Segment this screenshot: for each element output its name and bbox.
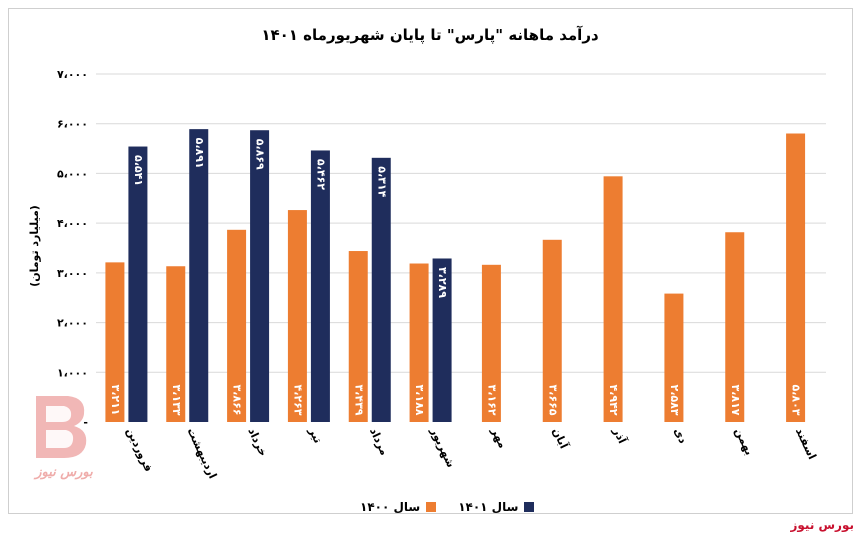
data-label-1400: ۳،۱۸۸	[413, 384, 426, 415]
data-label-1400: ۳،۱۳۳	[170, 384, 183, 415]
legend-label-1401: سال ۱۴۰۱	[458, 500, 519, 514]
legend-swatch-1401	[524, 502, 535, 512]
data-label-1400: ۴،۹۴۲	[607, 384, 620, 415]
x-tick-label: فروردین	[124, 426, 156, 474]
x-tick-label: دی	[671, 426, 690, 446]
data-label-1400: ۳،۲۱۱	[109, 384, 122, 415]
data-label-1400: ۲،۵۸۳	[668, 384, 681, 415]
data-label-1401: ۵،۸۶۹	[254, 139, 267, 170]
x-tick-label: تیر	[306, 425, 325, 445]
bar-1400	[105, 262, 125, 422]
bar-1400	[227, 229, 247, 422]
y-tick-label: ۵،۰۰۰	[57, 167, 88, 180]
brand-label: بورس نیوز	[790, 518, 854, 532]
grid	[96, 73, 826, 373]
bar-1400	[542, 239, 562, 422]
data-label-1401: ۵،۴۶۲	[314, 159, 327, 190]
legend-label-1400: سال ۱۴۰۰	[360, 500, 421, 514]
x-tick-label: آبان	[550, 425, 572, 451]
y-tick-label: ۳،۰۰۰	[57, 267, 88, 280]
bar-1401	[371, 157, 391, 422]
bars	[105, 129, 806, 422]
data-label-1400: ۵،۸۰۳	[790, 384, 803, 415]
x-tick-label: شهریور	[427, 425, 457, 470]
bourse-news-logo-icon: بورس نیوز	[33, 396, 93, 480]
x-tick-label: اردیبهشت	[185, 426, 220, 481]
data-label-1400: ۴،۲۶۳	[291, 384, 304, 415]
x-tick-label: خرداد	[245, 426, 269, 459]
data-labels: ۳،۲۱۱ ۵،۵۴۱ ۳،۱۳۳ ۵،۸۹۱ ۳،۸۶۶ ۵،۸۶۹ ۴،۲۶۳ ۵،۴۶۲…	[109, 138, 803, 416]
data-label-1401: ۵،۵۴۱	[132, 155, 145, 186]
data-label-1400: ۳،۴۳۹	[352, 384, 365, 415]
x-tick-label: مهر	[488, 425, 509, 450]
bar-1401	[310, 150, 330, 422]
y-axis-label: (میلیارد تومان)	[28, 205, 41, 287]
bar-1400	[481, 264, 501, 422]
bar-1400	[603, 176, 623, 422]
x-tick-label: اسفند	[793, 426, 819, 462]
bar-1400	[348, 251, 368, 422]
x-axis-ticks: فروردین اردیبهشت خرداد تیر مرداد شهریور مهر آبا…	[124, 424, 819, 480]
data-label-1401: ۵،۳۱۴	[375, 166, 388, 197]
x-tick-label: بهمن	[732, 426, 756, 457]
data-label-1400: ۳،۸۱۷	[729, 384, 742, 415]
legend-item-1401: سال ۱۴۰۱	[458, 500, 535, 514]
y-tick-label: ۲،۰۰۰	[57, 317, 88, 330]
bar-1400	[166, 266, 186, 422]
bar-1401	[432, 258, 452, 422]
chart-title: درآمد ماهانه "پارس" تا پایان شهریورماه ۱…	[261, 26, 599, 45]
legend-item-1400: سال ۱۴۰۰	[360, 500, 437, 514]
x-tick-label: مرداد	[367, 426, 391, 458]
y-tick-label: ۶،۰۰۰	[57, 118, 88, 131]
y-axis-ticks: - ۱،۰۰۰ ۲،۰۰۰ ۳،۰۰۰ ۴،۰۰۰ ۵،۰۰۰ ۶،۰۰۰ ۷،۰۰۰	[57, 68, 88, 429]
watermark-text: بورس نیوز	[33, 465, 93, 480]
y-tick-label: ۷،۰۰۰	[57, 68, 88, 81]
data-label-1401: ۵،۸۹۱	[193, 138, 206, 169]
y-tick-label: -	[83, 416, 88, 429]
x-tick-label: آذر	[610, 424, 630, 445]
legend: سال ۱۴۰۱ سال ۱۴۰۰	[360, 500, 535, 514]
chart-frame	[8, 8, 853, 514]
bar-1400	[287, 210, 307, 422]
bar-1401	[128, 146, 148, 422]
bar-1401	[189, 129, 209, 422]
bar-1400	[786, 133, 806, 422]
data-label-1400: ۳،۶۶۵	[546, 384, 559, 415]
bar-1400	[409, 263, 429, 422]
legend-swatch-1400	[426, 502, 437, 512]
data-label-1400: ۳،۸۶۶	[231, 384, 244, 415]
data-label-1400: ۳،۱۶۲	[485, 384, 498, 415]
bar-1401	[250, 130, 270, 422]
bar-1400	[725, 232, 745, 422]
bar-1400	[664, 293, 684, 422]
y-tick-label: ۴،۰۰۰	[57, 217, 88, 230]
data-label-1401: ۳،۲۸۹	[436, 267, 449, 298]
y-tick-label: ۱،۰۰۰	[57, 366, 88, 379]
